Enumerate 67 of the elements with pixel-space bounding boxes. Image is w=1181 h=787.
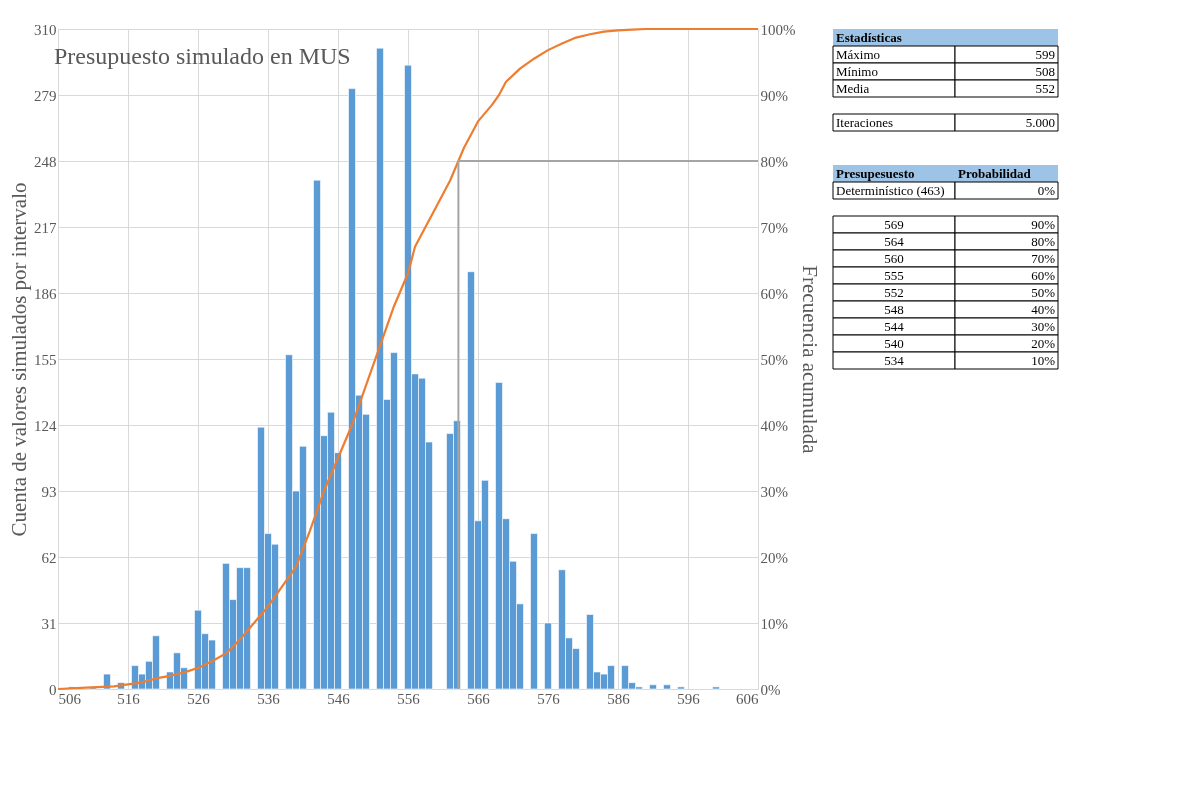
text: 30% <box>1031 318 1056 334</box>
y-tick-label: 93 <box>41 483 57 500</box>
text: Probabilidad <box>958 165 1032 181</box>
text: 60% <box>1031 267 1056 283</box>
y-tick-label: 217 <box>34 219 57 236</box>
y-tick-label: 186 <box>34 285 57 302</box>
text: 70% <box>1031 250 1056 266</box>
text: Iteraciones <box>836 114 894 130</box>
x-tick-label: 556 <box>397 690 421 707</box>
y-tick-label: 31 <box>41 615 57 632</box>
y2-tick-label: 90% <box>760 87 788 104</box>
y-axis-title: Cuenta de valores simulados por intervalo <box>7 182 31 537</box>
text: Presupuesto simulado en MUS <box>54 43 351 69</box>
y-tick-label: 248 <box>34 153 57 170</box>
text: Media <box>836 80 870 96</box>
text: Estadísticas <box>836 29 902 45</box>
text: Máximo <box>836 46 881 62</box>
text: 80% <box>1031 233 1056 249</box>
y-tick-label: 279 <box>34 87 57 104</box>
text: 534 <box>884 352 905 368</box>
text: 20% <box>1031 335 1056 351</box>
y-tick-label: 155 <box>34 351 57 368</box>
text: Presupesuesto <box>836 165 915 181</box>
y2-axis-title: Frecuencia acumulada <box>798 265 823 455</box>
text: 552 <box>884 284 904 300</box>
y-tick-label: 62 <box>41 549 57 566</box>
text: 540 <box>884 335 904 351</box>
text: 10% <box>1031 352 1056 368</box>
text: 599 <box>1035 46 1055 62</box>
text: 508 <box>1035 63 1055 79</box>
x-tick-label: 576 <box>537 690 561 707</box>
text: 548 <box>884 301 904 317</box>
y2-tick-label: 80% <box>760 153 788 170</box>
y2-tick-label: 40% <box>760 417 788 434</box>
x-tick-label: 546 <box>327 690 351 707</box>
y-tick-label: 0 <box>49 681 57 698</box>
x-tick-label: 506 <box>58 690 82 707</box>
y2-tick-label: 100% <box>760 21 796 38</box>
y2-tick-label: 20% <box>760 549 788 566</box>
y2-tick-label: 50% <box>760 351 788 368</box>
text: 50% <box>1031 284 1056 300</box>
y-tick-label: 310 <box>34 21 57 38</box>
text: 555 <box>884 267 904 283</box>
text: 569 <box>884 216 904 232</box>
y2-tick-label: 30% <box>760 483 788 500</box>
text: 0% <box>1037 182 1056 198</box>
text: 552 <box>1035 80 1055 96</box>
text: 90% <box>1031 216 1056 232</box>
text: Mínimo <box>836 63 878 79</box>
text: 560 <box>884 250 904 266</box>
x-tick-label: 566 <box>467 690 491 707</box>
y-tick-label: 124 <box>34 417 57 434</box>
text: 40% <box>1031 301 1056 317</box>
x-tick-label: 586 <box>607 690 631 707</box>
text: 564 <box>884 233 905 249</box>
x-tick-label: 516 <box>117 690 141 707</box>
x-tick-label: 596 <box>677 690 701 707</box>
text: Determinístico (463) <box>836 182 945 198</box>
y2-tick-label: 60% <box>760 285 788 302</box>
x-tick-label: 536 <box>257 690 281 707</box>
x-tick-label: 606 <box>736 690 759 707</box>
text: 5.000 <box>1025 114 1055 130</box>
y2-tick-label: 70% <box>760 219 788 236</box>
x-tick-label: 526 <box>187 690 211 707</box>
y2-tick-label: 0% <box>760 681 781 698</box>
text: 544 <box>884 318 905 334</box>
y2-tick-label: 10% <box>760 615 788 632</box>
